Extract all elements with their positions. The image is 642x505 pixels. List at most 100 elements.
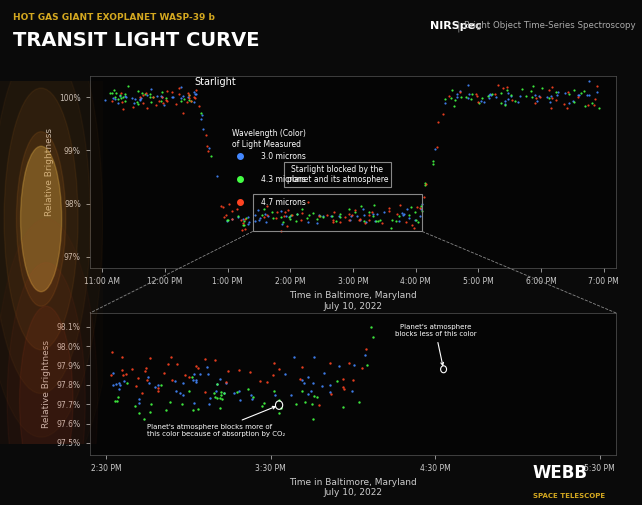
Point [239, 225, 250, 233]
Point [200, 388, 210, 396]
Point [117, 371, 128, 379]
Point [312, 393, 322, 401]
Point [406, 98, 416, 106]
Point [358, 205, 369, 213]
Point [532, 97, 542, 105]
Circle shape [21, 146, 62, 292]
Point [324, 388, 334, 396]
Point [116, 89, 126, 97]
Point [238, 215, 248, 223]
Point [334, 212, 344, 220]
Point [584, 77, 594, 85]
Text: Planet's atmosphere
blocks less of this color: Planet's atmosphere blocks less of this … [395, 324, 476, 365]
Text: Starlight: Starlight [195, 77, 236, 87]
Point [272, 208, 282, 216]
Point [407, 221, 417, 229]
Point [292, 210, 302, 218]
Point [280, 370, 290, 378]
Point [563, 88, 573, 96]
Point [108, 369, 118, 377]
Point [202, 142, 213, 150]
Point [144, 93, 155, 101]
Point [309, 354, 320, 362]
Point [364, 216, 374, 224]
Point [582, 91, 592, 99]
Point [292, 210, 302, 218]
Point [133, 99, 143, 108]
Point [297, 209, 307, 217]
Point [113, 393, 123, 401]
Point [476, 96, 487, 105]
Point [150, 383, 160, 391]
Point [233, 213, 243, 221]
Point [376, 219, 386, 227]
Point [244, 218, 254, 226]
Point [110, 89, 121, 97]
Point [189, 370, 200, 378]
Point [136, 94, 146, 102]
Point [352, 212, 363, 220]
Point [127, 365, 137, 373]
Point [274, 365, 284, 373]
Point [184, 91, 195, 99]
Point [344, 216, 354, 224]
Point [306, 387, 316, 395]
Point [405, 104, 415, 112]
Point [515, 92, 525, 100]
Point [410, 58, 421, 66]
Point [347, 376, 358, 384]
Point [530, 99, 540, 108]
Point [466, 95, 476, 104]
Point [184, 94, 194, 103]
Point [308, 379, 318, 387]
Text: WEBB: WEBB [533, 464, 588, 482]
Point [144, 90, 155, 98]
Point [171, 386, 181, 394]
Point [177, 400, 187, 409]
Point [165, 398, 175, 406]
Point [410, 208, 420, 216]
Point [410, 216, 420, 224]
Point [318, 369, 329, 377]
Point [114, 385, 125, 393]
Point [300, 398, 310, 406]
Point [329, 208, 340, 216]
Point [484, 91, 494, 99]
Point [587, 99, 597, 108]
Point [311, 219, 322, 227]
Point [421, 180, 431, 188]
Circle shape [0, 44, 91, 393]
Point [190, 94, 200, 102]
Point [383, 208, 394, 216]
Point [411, 216, 421, 224]
Point [369, 297, 379, 306]
Point [507, 96, 517, 105]
Point [107, 89, 117, 97]
Point [167, 88, 177, 96]
Point [128, 104, 138, 112]
Point [157, 93, 168, 101]
Point [317, 213, 327, 221]
Point [146, 400, 157, 409]
Point [170, 377, 180, 385]
Point [262, 211, 272, 219]
Point [334, 213, 345, 221]
Text: |: | [457, 21, 461, 32]
Point [381, 219, 392, 227]
Point [135, 93, 146, 101]
Point [240, 215, 250, 223]
Point [493, 81, 503, 89]
Point [371, 217, 381, 225]
Point [553, 88, 564, 96]
Point [302, 214, 313, 222]
Point [134, 395, 144, 403]
Point [477, 94, 487, 102]
Point [313, 401, 324, 410]
Point [227, 208, 237, 216]
Point [369, 201, 379, 210]
Point [221, 211, 231, 219]
Point [219, 213, 229, 221]
Point [134, 409, 144, 417]
Point [139, 415, 150, 423]
Point [546, 91, 556, 99]
